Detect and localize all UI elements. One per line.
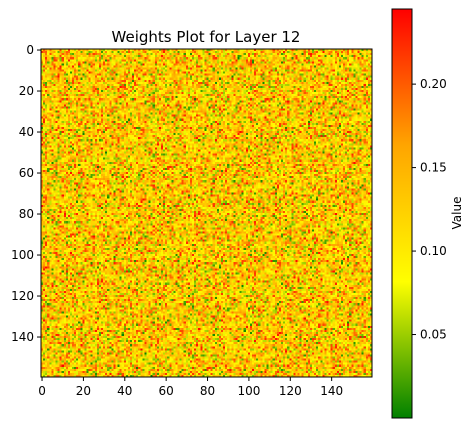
heatmap-cell-grid (41, 49, 372, 377)
colorbar-tick-label: 0.10 (420, 244, 447, 258)
y-tick-label: 20 (19, 84, 34, 98)
chart-title: Weights Plot for Layer 12 (112, 28, 301, 46)
y-tick-label: 140 (11, 330, 34, 344)
x-tick-label: 0 (38, 384, 46, 398)
colorbar-gradient (391, 8, 413, 419)
y-tick-label: 80 (19, 207, 34, 221)
heatmap-cells (41, 49, 372, 377)
y-tick-label: 40 (19, 125, 34, 139)
colorbar-tick-label: 0.05 (420, 328, 447, 342)
y-axis: 0 20 40 60 80 100 120 140 (11, 43, 41, 344)
colorbar-label: Value (450, 197, 464, 230)
colorbar: 0.05 0.10 0.15 0.20 Value (391, 8, 464, 419)
x-tick-label: 60 (159, 384, 174, 398)
x-tick-label: 120 (279, 384, 302, 398)
x-tick-label: 100 (237, 384, 260, 398)
y-tick-label: 60 (19, 166, 34, 180)
colorbar-tick-label: 0.15 (420, 161, 447, 175)
colorbar-tick-label: 0.20 (420, 77, 447, 91)
x-tick-label: 20 (76, 384, 91, 398)
x-tick-label: 80 (200, 384, 215, 398)
x-tick-label: 40 (117, 384, 132, 398)
y-tick-label: 120 (11, 289, 34, 303)
colorbar-ticks: 0.05 0.10 0.15 0.20 (412, 77, 447, 342)
y-tick-label: 100 (11, 248, 34, 262)
y-tick-label: 0 (26, 43, 34, 57)
x-axis: 0 20 40 60 80 100 120 140 (38, 377, 343, 398)
plot-frame (40, 48, 373, 378)
x-tick-label: 140 (320, 384, 343, 398)
